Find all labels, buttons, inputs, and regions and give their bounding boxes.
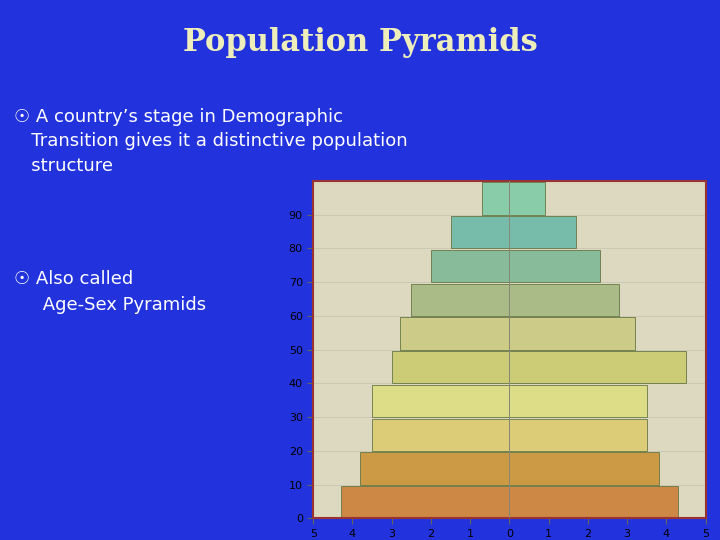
- Bar: [341, 486, 510, 518]
- Bar: [482, 183, 510, 214]
- Bar: [510, 418, 647, 451]
- Bar: [411, 284, 510, 316]
- Bar: [451, 216, 510, 248]
- Bar: [431, 249, 510, 282]
- Bar: [510, 384, 647, 417]
- Bar: [510, 351, 686, 383]
- Bar: [510, 216, 576, 248]
- Bar: [400, 317, 510, 350]
- Bar: [510, 453, 659, 485]
- Bar: [392, 351, 510, 383]
- Bar: [510, 284, 619, 316]
- Bar: [372, 418, 510, 451]
- Text: ☉ A country’s stage in Demographic
   Transition gives it a distinctive populati: ☉ A country’s stage in Demographic Trans…: [14, 108, 408, 174]
- Text: Population Pyramids: Population Pyramids: [183, 27, 537, 58]
- Bar: [510, 317, 635, 350]
- Text: ☉ Also called
     Age-Sex Pyramids: ☉ Also called Age-Sex Pyramids: [14, 270, 207, 314]
- Bar: [510, 249, 600, 282]
- Bar: [510, 486, 678, 518]
- Bar: [372, 384, 510, 417]
- Bar: [360, 453, 510, 485]
- Bar: [510, 183, 545, 214]
